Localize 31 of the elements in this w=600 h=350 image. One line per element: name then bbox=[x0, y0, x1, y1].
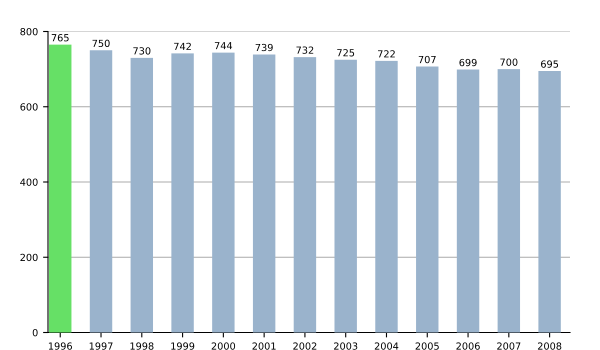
y-tick-label: 0 bbox=[32, 328, 38, 336]
x-tick-label: 1996 bbox=[48, 342, 72, 350]
data-label: 739 bbox=[256, 44, 273, 52]
data-label: 744 bbox=[214, 42, 232, 50]
y-tick-label: 200 bbox=[20, 254, 38, 262]
x-tick-label: 2006 bbox=[456, 342, 480, 350]
x-tick-label: 2001 bbox=[252, 342, 276, 350]
data-label: 750 bbox=[92, 40, 110, 48]
data-label: 707 bbox=[418, 56, 436, 64]
x-tick-label: 2008 bbox=[538, 342, 562, 350]
x-tick-label: 1998 bbox=[130, 342, 154, 350]
data-label: 725 bbox=[337, 49, 354, 56]
data-label: 742 bbox=[174, 42, 191, 50]
data-label: 722 bbox=[378, 50, 395, 58]
y-tick-label: 400 bbox=[20, 178, 38, 186]
x-tick-label: 2003 bbox=[334, 342, 358, 350]
y-tick-label: 600 bbox=[20, 103, 38, 111]
x-tick-label: 2004 bbox=[374, 342, 398, 350]
data-label: 699 bbox=[459, 58, 477, 66]
data-label: 732 bbox=[296, 46, 314, 54]
x-tick-label: 2005 bbox=[416, 342, 439, 350]
x-tick-label: 2002 bbox=[293, 342, 316, 350]
x-tick-label: 1997 bbox=[90, 342, 113, 350]
data-label: 730 bbox=[133, 47, 150, 55]
data-label: 765 bbox=[52, 34, 69, 42]
x-tick-label: 2007 bbox=[497, 342, 520, 350]
data-label: 700 bbox=[500, 58, 518, 66]
x-tick-label: 1999 bbox=[171, 342, 194, 350]
y-tick-label: 800 bbox=[20, 28, 38, 36]
data-label: 695 bbox=[541, 60, 558, 68]
x-tick-label: 2000 bbox=[212, 342, 236, 350]
